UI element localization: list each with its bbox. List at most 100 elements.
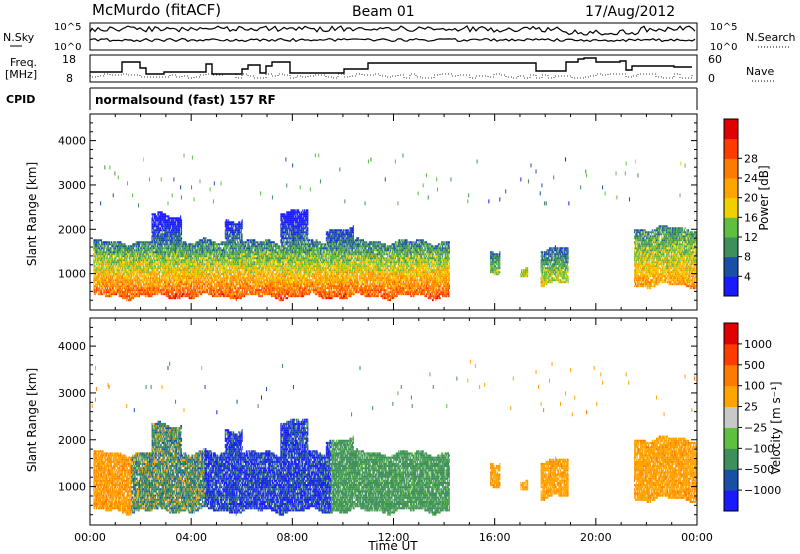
- power-echo-cell: [191, 285, 192, 287]
- power-echo-cell: [198, 293, 199, 295]
- power-echo-cell: [179, 231, 180, 233]
- power-echo-cell: [240, 277, 241, 279]
- power-echo-cell: [116, 243, 117, 245]
- power-echo-cell: [165, 253, 166, 255]
- power-echo-cell: [216, 261, 217, 263]
- power-echo-cell: [230, 287, 231, 289]
- power-echo-cell: [216, 277, 217, 279]
- power-echo-cell: [240, 283, 241, 285]
- power-sparse-cell: [199, 179, 200, 183]
- power-echo-cell: [214, 289, 215, 291]
- power-echo-cell: [180, 293, 181, 295]
- power-echo-cell: [212, 293, 213, 295]
- power-echo-cell: [210, 255, 211, 257]
- power-echo-cell: [160, 283, 161, 285]
- power-echo-cell: [192, 259, 193, 261]
- power-echo-cell: [169, 219, 170, 221]
- power-echo-cell: [167, 279, 168, 281]
- power-echo-cell: [193, 243, 194, 245]
- power-echo-cell: [233, 281, 234, 283]
- power-echo-cell: [144, 279, 145, 281]
- freq-unit-label: [MHz]: [5, 68, 37, 81]
- power-echo-cell: [125, 243, 126, 245]
- power-echo-cell: [202, 259, 203, 261]
- power-echo-cell: [162, 211, 163, 213]
- power-echo-cell: [180, 235, 181, 237]
- power-sparse-cell: [183, 153, 184, 157]
- power-echo-cell: [169, 273, 170, 275]
- power-echo-cell: [181, 227, 182, 229]
- power-echo-cell: [178, 253, 179, 255]
- power-echo-cell: [134, 245, 135, 247]
- power-echo-cell: [133, 281, 134, 283]
- power-echo-cell: [160, 267, 161, 269]
- power-echo-cell: [205, 265, 206, 267]
- power-echo-cell: [111, 295, 112, 297]
- power-echo-cell: [181, 285, 182, 287]
- power-echo-cell: [101, 289, 102, 291]
- power-echo-cell: [124, 273, 125, 275]
- power-echo-cell: [99, 247, 100, 249]
- power-echo-cell: [120, 273, 121, 275]
- power-echo-cell: [218, 271, 219, 273]
- power-sparse-cell: [221, 181, 222, 185]
- power-echo-cell: [185, 241, 186, 243]
- power-echo-cell: [204, 289, 205, 291]
- power-echo-cell: [145, 285, 146, 287]
- power-echo-cell: [130, 291, 131, 293]
- power-echo-cell: [236, 247, 237, 249]
- power-echo-cell: [222, 285, 223, 287]
- freq-traces: [90, 58, 692, 78]
- power-echo-cell: [175, 297, 176, 299]
- power-echo-cell: [155, 245, 156, 247]
- power-echo-cell: [127, 297, 128, 299]
- power-echo-cell: [180, 277, 181, 279]
- power-echo-cell: [154, 263, 155, 265]
- power-echo-cell: [206, 287, 207, 289]
- power-echo-cell: [191, 287, 192, 289]
- power-echo-cell: [190, 271, 191, 273]
- power-echo-cell: [154, 269, 155, 271]
- power-echo-cell: [170, 263, 171, 265]
- power-echo-cell: [233, 225, 234, 227]
- power-echo-cell: [199, 267, 200, 269]
- power-echo-cell: [130, 251, 131, 253]
- power-echo-cell: [217, 251, 218, 253]
- power-echo-cell: [235, 287, 236, 289]
- power-echo-cell: [157, 245, 158, 247]
- beam-title: Beam 01: [352, 4, 415, 20]
- power-echo-cell: [167, 233, 168, 235]
- power-echo-cell: [230, 249, 231, 251]
- power-echo-cell: [183, 287, 184, 289]
- power-echo-cell: [189, 295, 190, 297]
- power-sparse-cell: [180, 185, 181, 189]
- power-echo-cell: [202, 287, 203, 289]
- power-echo-cell: [222, 259, 223, 261]
- power-echo-cell: [178, 265, 179, 267]
- power-echo-cell: [108, 285, 109, 287]
- power-sparse-cell: [127, 181, 128, 185]
- power-echo-cell: [148, 269, 149, 271]
- power-echo-cell: [214, 245, 215, 247]
- power-echo-cell: [181, 241, 182, 243]
- power-echo-cell: [141, 243, 142, 245]
- power-echo-cell: [183, 265, 184, 267]
- power-echo-cell: [177, 247, 178, 249]
- cpid-value: normalsound (fast) 157 RF: [95, 93, 276, 107]
- power-echo-cell: [161, 229, 162, 231]
- power-echo-cell: [162, 277, 163, 279]
- power-echo-cell: [229, 259, 230, 261]
- power-echo-cell: [181, 221, 182, 223]
- power-echo-cell: [162, 227, 163, 229]
- power-echo-cell: [102, 287, 103, 289]
- power-echo-cell: [103, 287, 104, 289]
- power-echo-cell: [179, 227, 180, 229]
- power-echo-cell: [133, 283, 134, 285]
- power-echo-cell: [233, 271, 234, 273]
- power-echo-cell: [180, 287, 181, 289]
- power-echo-cell: [141, 247, 142, 249]
- power-echo-cell: [177, 271, 178, 273]
- power-echo-cell: [98, 261, 99, 263]
- power-echo-cell: [174, 281, 175, 283]
- power-echo-cell: [214, 281, 215, 283]
